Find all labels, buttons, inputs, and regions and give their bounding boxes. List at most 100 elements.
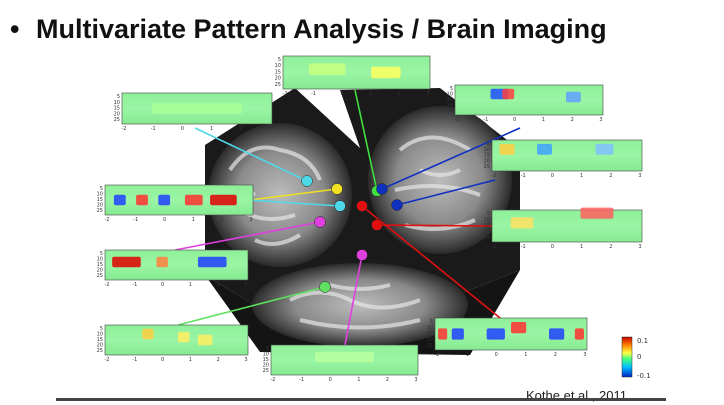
heatmap-blob (136, 194, 148, 206)
panel-x-tick: 2 (609, 244, 612, 250)
heatmap-blob (574, 328, 584, 340)
marker-blue-upper (376, 183, 388, 195)
colorbar-gradient (621, 336, 633, 378)
panel-y-tick: 20 (427, 337, 433, 343)
source-markers (301, 175, 403, 293)
panel-x-tick: -1 (151, 126, 156, 132)
heatmap-blob (549, 328, 565, 340)
panel-x-tick: 3 (414, 377, 417, 383)
bottom-rule (56, 398, 666, 401)
panel-y-tick: 10 (275, 63, 281, 69)
panel-y-tick: 5 (278, 57, 281, 63)
panel-y-tick: 10 (97, 332, 103, 338)
panel-y-tick: 10 (427, 325, 433, 331)
panel-y-tick: 10 (484, 217, 490, 223)
connector-magenta-lower (344, 254, 363, 346)
panel-x-tick: 2 (221, 217, 224, 223)
marker-blue-lower (391, 199, 403, 211)
panel-x-tick: 2 (217, 357, 220, 363)
panel-x-tick: 3 (583, 352, 586, 358)
panel-y-tick: 15 (97, 197, 103, 203)
panel-x-tick: -2 (435, 352, 440, 358)
heatmap-blob (197, 256, 227, 268)
panel-y-tick: 15 (263, 357, 269, 363)
panel-x-tick: -2 (271, 377, 276, 383)
panel-y-tick: 25 (97, 348, 103, 354)
marker-green-lower (319, 281, 331, 293)
panel-y-tick: 15 (114, 106, 120, 112)
panel-y-tick: 10 (263, 352, 269, 358)
heatmap-blob (197, 334, 213, 346)
panel-x-tick: 0 (161, 282, 164, 288)
heatmap-blob (112, 256, 141, 268)
heatmap-background (491, 139, 643, 172)
panel-x-tick: 1 (210, 126, 213, 132)
coronal-folds (394, 135, 481, 231)
panel-x-tick: -1 (133, 217, 138, 223)
connector-red-right (376, 224, 493, 227)
heatmap-background (491, 209, 643, 243)
panel-x-tick: 1 (369, 91, 372, 97)
panel-y-tick: 25 (427, 343, 433, 349)
panel-x-tick: 2 (609, 173, 612, 179)
panel-x-tick: 3 (268, 126, 271, 132)
panel-x-tick: -2 (105, 282, 110, 288)
panel-x-tick: -1 (132, 282, 137, 288)
panel-x-tick: -1 (132, 357, 137, 363)
panel-x-tick: -2 (122, 126, 127, 132)
marker-cyan-lower (334, 200, 346, 212)
heatmap-blob (152, 103, 242, 114)
colorbar-max-label: 0.1 (637, 337, 648, 345)
panel-y-tick: 5 (100, 186, 103, 192)
panel-y-tick: 25 (484, 235, 490, 241)
panel-x-tick: 3 (244, 282, 247, 288)
panel-x-tick: 0 (513, 117, 516, 123)
panel-x-tick: -1 (483, 117, 488, 123)
panel-x-tick: -2 (455, 117, 460, 123)
connector-blue-lower (396, 179, 496, 206)
panel-x-tick: 1 (192, 217, 195, 223)
panel-x-tick: 3 (249, 217, 252, 223)
panel-x-tick: 0 (163, 217, 166, 223)
panel-x-tick: 3 (638, 244, 641, 250)
panel-y-tick: 10 (447, 92, 453, 98)
colorbar-min-label: -0.1 (637, 372, 651, 380)
heatmap-blob (177, 331, 190, 343)
colorbar-mid-label: 0 (637, 353, 641, 361)
panel-x-tick: 2 (554, 352, 557, 358)
panel-x-tick: 0 (329, 377, 332, 383)
connector-lines (174, 89, 521, 346)
panel-y-tick: 20 (484, 229, 490, 235)
panel-x-tick: 2 (386, 377, 389, 383)
panel-y-tick: 10 (484, 147, 490, 153)
panel-y-tick: 25 (263, 368, 269, 374)
heatmap-blob (371, 66, 401, 79)
sagittal-slice (208, 123, 352, 267)
panel-y-tick: 5 (450, 86, 453, 92)
marker-cyan-left (301, 175, 313, 187)
heatmap-blob (502, 88, 515, 100)
connector-cyan-left (194, 127, 308, 182)
panel-x-tick: 0 (551, 173, 554, 179)
heatmap-blob (510, 217, 534, 229)
heatmap-blob (315, 351, 374, 363)
connector-green-upper (354, 89, 378, 192)
panel-x-tick: 0 (495, 352, 498, 358)
colorbar: 0.1 0 -0.1 (621, 336, 651, 380)
panel-x-tick: 3 (599, 117, 602, 123)
connector-green-lower (177, 286, 326, 326)
panel-y-tick: 25 (114, 117, 120, 123)
panel-x-tick: 0 (181, 126, 184, 132)
panel-x-tick: 1 (524, 352, 527, 358)
panel-y-tick: 20 (447, 103, 453, 109)
heatmap-blob (486, 328, 505, 340)
